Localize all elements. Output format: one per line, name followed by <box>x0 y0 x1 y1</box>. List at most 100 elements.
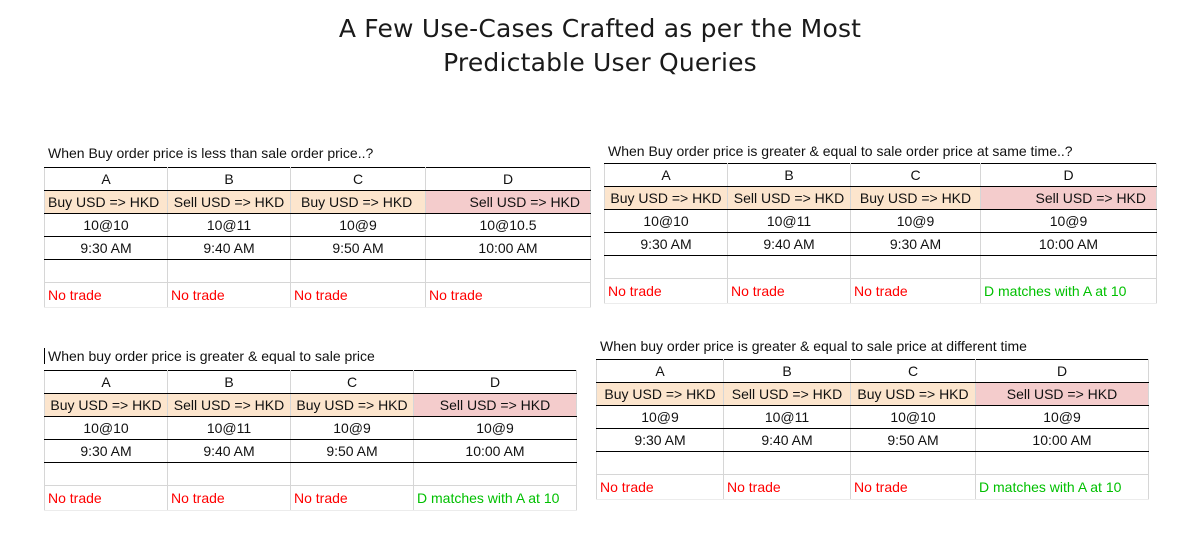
page-title-line-1: A Few Use-Cases Crafted as per the Most <box>338 14 862 43</box>
blank-cell <box>44 462 168 486</box>
blank-row <box>44 259 591 283</box>
price-c: 10@9 <box>850 209 981 233</box>
page-title-line-2: Predictable User Queries <box>443 48 757 77</box>
time-d: 10:00 AM <box>413 439 577 463</box>
time-a: 9:30 AM <box>596 428 724 452</box>
blank-row <box>596 451 1149 475</box>
column-header-a: A <box>44 370 168 394</box>
result-row: No trade No trade No trade D matches wit… <box>604 278 1157 304</box>
blank-cell <box>413 462 577 486</box>
blank-cell <box>850 255 981 279</box>
order-type-b: Sell USD => HKD <box>723 382 851 406</box>
order-type-d: Sell USD => HKD <box>413 393 577 417</box>
time-b: 9:40 AM <box>727 232 851 256</box>
result-c: No trade <box>290 485 414 511</box>
time-row: 9:30 AM 9:40 AM 9:50 AM 10:00 AM <box>596 428 1149 452</box>
result-a: No trade <box>44 485 168 511</box>
time-d: 10:00 AM <box>980 232 1157 256</box>
blank-cell <box>850 451 976 475</box>
column-header-d: D <box>980 163 1157 187</box>
blank-cell <box>167 462 291 486</box>
price-c: 10@10 <box>850 405 976 429</box>
price-b: 10@11 <box>167 213 291 237</box>
column-header-c: C <box>290 167 426 191</box>
column-header-row: A B C D <box>44 370 577 394</box>
column-header-row: A B C D <box>604 163 1157 187</box>
price-row: 10@10 10@11 10@9 10@9 <box>604 209 1157 233</box>
time-row: 9:30 AM 9:40 AM 9:50 AM 10:00 AM <box>44 439 577 463</box>
price-row: 10@9 10@11 10@10 10@9 <box>596 405 1149 429</box>
column-header-b: B <box>723 359 851 383</box>
time-a: 9:30 AM <box>604 232 728 256</box>
price-d: 10@9 <box>980 209 1157 233</box>
order-type-a: Buy USD => HKD <box>596 382 724 406</box>
time-c: 9:50 AM <box>290 439 414 463</box>
blank-cell <box>980 255 1157 279</box>
result-a: No trade <box>44 282 168 308</box>
order-type-c: Buy USD => HKD <box>850 186 981 210</box>
order-type-c: Buy USD => HKD <box>290 393 414 417</box>
price-d: 10@9 <box>413 416 577 440</box>
use-case-title: When buy order price is greater & equal … <box>44 348 375 364</box>
order-type-d: Sell USD => HKD <box>425 190 591 214</box>
result-row: No trade No trade No trade D matches wit… <box>44 485 577 511</box>
result-row: No trade No trade No trade No trade <box>44 282 591 308</box>
blank-row <box>604 255 1157 279</box>
column-header-row: A B C D <box>44 167 591 191</box>
column-header-b: B <box>727 163 851 187</box>
use-case-title: When buy order price is greater & equal … <box>600 338 1027 354</box>
blank-cell <box>44 259 168 283</box>
time-b: 9:40 AM <box>167 439 291 463</box>
time-b: 9:40 AM <box>167 236 291 260</box>
result-d: D matches with A at 10 <box>980 278 1157 304</box>
price-a: 10@10 <box>604 209 728 233</box>
use-case-title: When Buy order price is less than sale o… <box>48 145 374 161</box>
order-type-b: Sell USD => HKD <box>167 393 291 417</box>
column-header-a: A <box>44 167 168 191</box>
order-type-c: Buy USD => HKD <box>290 190 426 214</box>
order-type-c: Buy USD => HKD <box>850 382 976 406</box>
price-a: 10@10 <box>44 416 168 440</box>
column-header-c: C <box>850 359 976 383</box>
order-type-b: Sell USD => HKD <box>167 190 291 214</box>
order-type-d: Sell USD => HKD <box>980 186 1157 210</box>
result-c: No trade <box>850 474 976 500</box>
use-case-title: When Buy order price is greater & equal … <box>608 143 1073 159</box>
order-type-row: Buy USD => HKD Sell USD => HKD Buy USD =… <box>44 393 577 417</box>
price-c: 10@9 <box>290 416 414 440</box>
order-type-row: Buy USD => HKD Sell USD => HKD Buy USD =… <box>596 382 1149 406</box>
time-c: 9:30 AM <box>850 232 981 256</box>
time-c: 9:50 AM <box>290 236 426 260</box>
blank-row <box>44 462 577 486</box>
result-d: D matches with A at 10 <box>413 485 577 511</box>
order-type-a: Buy USD => HKD <box>604 186 728 210</box>
time-a: 9:30 AM <box>44 236 168 260</box>
column-header-a: A <box>596 359 724 383</box>
price-a: 10@10 <box>44 213 168 237</box>
price-d: 10@9 <box>975 405 1149 429</box>
time-b: 9:40 AM <box>723 428 851 452</box>
result-d: D matches with A at 10 <box>975 474 1149 500</box>
blank-cell <box>727 255 851 279</box>
price-b: 10@11 <box>723 405 851 429</box>
time-c: 9:50 AM <box>850 428 976 452</box>
use-case-table: A B C D Buy USD => HKD Sell USD => HKD B… <box>604 163 1157 304</box>
result-a: No trade <box>604 278 728 304</box>
price-a: 10@9 <box>596 405 724 429</box>
column-header-d: D <box>425 167 591 191</box>
price-c: 10@9 <box>290 213 426 237</box>
use-case-table: A B C D Buy USD => HKD Sell USD => HKD B… <box>596 359 1149 500</box>
result-a: No trade <box>596 474 724 500</box>
price-row: 10@10 10@11 10@9 10@10.5 <box>44 213 591 237</box>
result-c: No trade <box>850 278 981 304</box>
price-b: 10@11 <box>167 416 291 440</box>
result-d: No trade <box>425 282 591 308</box>
use-case-table: A B C D Buy USD => HKD Sell USD => HKD B… <box>44 167 591 308</box>
blank-cell <box>596 451 724 475</box>
price-b: 10@11 <box>727 209 851 233</box>
blank-cell <box>723 451 851 475</box>
blank-cell <box>167 259 291 283</box>
column-header-b: B <box>167 167 291 191</box>
order-type-a: Buy USD => HKD <box>44 190 168 214</box>
time-row: 9:30 AM 9:40 AM 9:50 AM 10:00 AM <box>44 236 591 260</box>
